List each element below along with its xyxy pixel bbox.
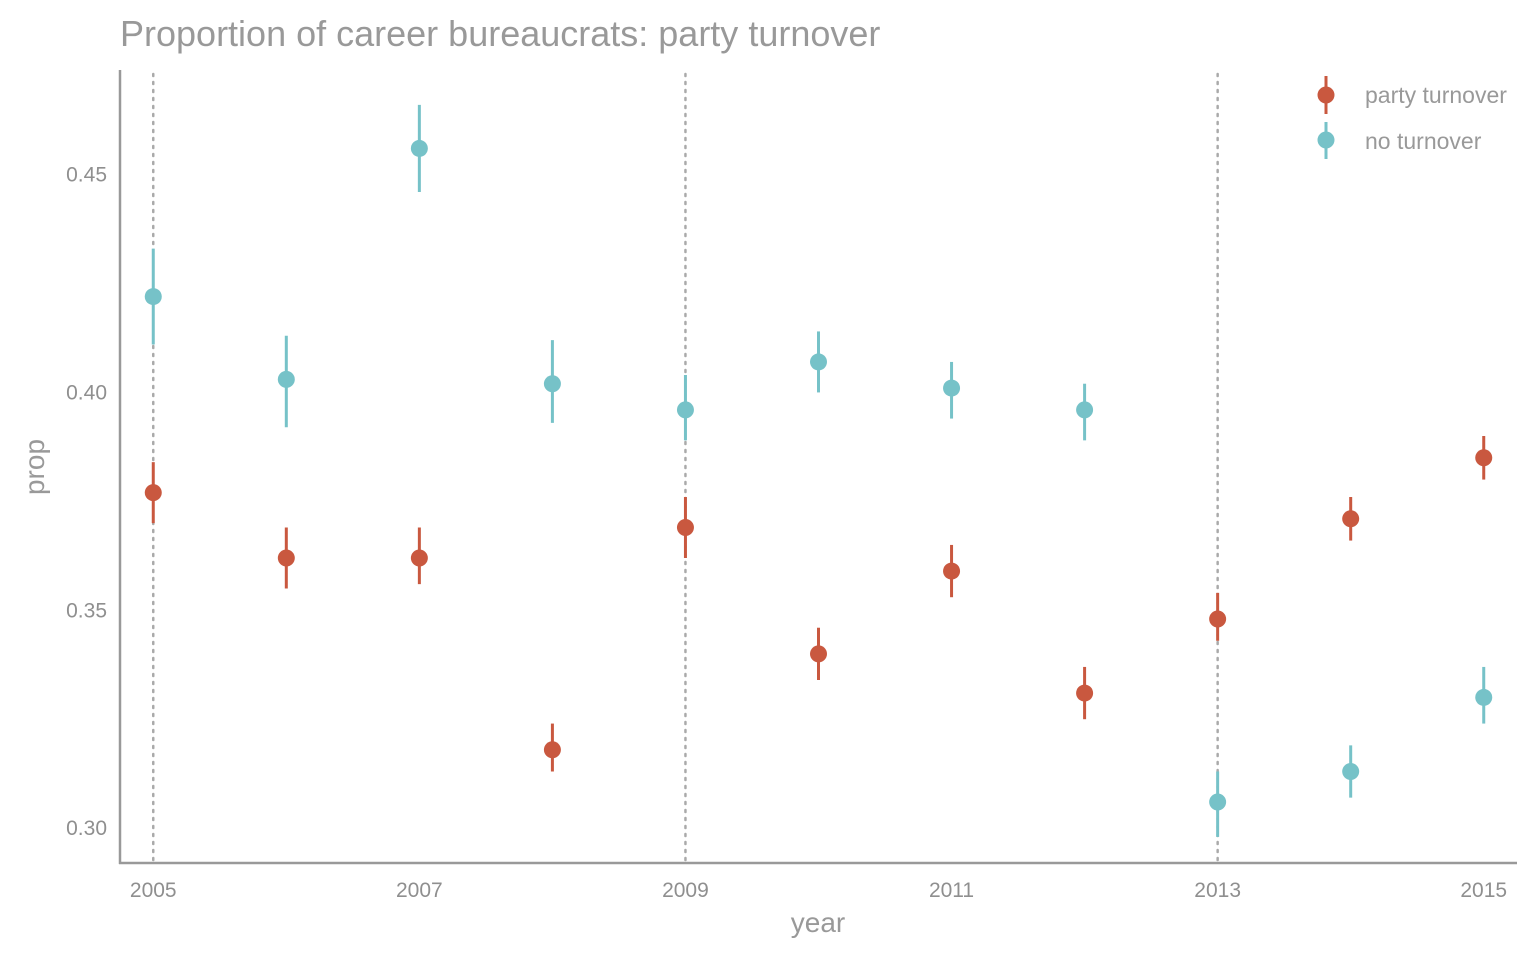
legend: party turnover no turnover <box>1317 76 1507 159</box>
data-point-no-turnover <box>1342 763 1360 780</box>
legend-item-party-turnover: party turnover <box>1317 76 1507 114</box>
data-point-party-turnover <box>410 549 428 567</box>
x-tick-label: 2011 <box>929 879 974 902</box>
x-tick-label: 2015 <box>1460 879 1507 902</box>
data-point-party-turnover <box>943 562 961 580</box>
data-point-no-turnover <box>943 379 961 397</box>
y-tick-label: 0.30 <box>66 817 107 840</box>
series-party-turnover <box>144 436 1493 772</box>
legend-label-party-turnover: party turnover <box>1365 82 1507 108</box>
data-point-party-turnover <box>144 484 162 502</box>
legend-key-party-turnover <box>1317 86 1335 104</box>
data-point-party-turnover <box>277 549 295 567</box>
data-point-no-turnover <box>277 370 295 388</box>
data-point-party-turnover <box>1076 684 1094 702</box>
x-tick-label: 2005 <box>130 879 177 902</box>
x-tick-labels: 2005 2007 2009 2011 2013 2015 <box>130 879 1507 902</box>
data-point-party-turnover <box>543 741 561 759</box>
x-tick-label: 2009 <box>662 879 709 902</box>
y-tick-label: 0.35 <box>66 599 107 622</box>
legend-item-no-turnover: no turnover <box>1317 122 1482 159</box>
data-point-no-turnover <box>810 353 827 371</box>
y-tick-labels: 0.30 0.35 0.40 0.45 <box>66 164 107 841</box>
chart-title: Proportion of career bureaucrats: party … <box>120 13 880 54</box>
data-point-party-turnover <box>1342 510 1360 528</box>
data-point-party-turnover <box>1475 449 1493 467</box>
reference-lines <box>152 72 1219 865</box>
y-tick-label: 0.40 <box>66 381 107 404</box>
x-tick-label: 2007 <box>396 879 443 902</box>
legend-key-no-turnover <box>1317 131 1335 149</box>
y-axis-title: prop <box>19 439 50 495</box>
x-tick-label: 2013 <box>1194 879 1241 902</box>
data-point-no-turnover <box>144 288 162 306</box>
series-no-turnover <box>144 104 1493 837</box>
data-point-no-turnover <box>410 139 428 157</box>
series-layer <box>144 104 1493 837</box>
data-point-no-turnover <box>1475 688 1493 706</box>
data-point-no-turnover <box>1209 793 1227 811</box>
data-point-party-turnover <box>810 645 827 663</box>
legend-label-no-turnover: no turnover <box>1365 128 1482 154</box>
x-axis-title: year <box>791 907 845 938</box>
data-point-no-turnover <box>543 375 561 393</box>
data-point-party-turnover <box>676 519 694 536</box>
data-point-no-turnover <box>676 401 694 419</box>
y-tick-label: 0.45 <box>66 164 107 187</box>
data-point-party-turnover <box>1209 610 1227 628</box>
data-point-no-turnover <box>1076 401 1094 419</box>
